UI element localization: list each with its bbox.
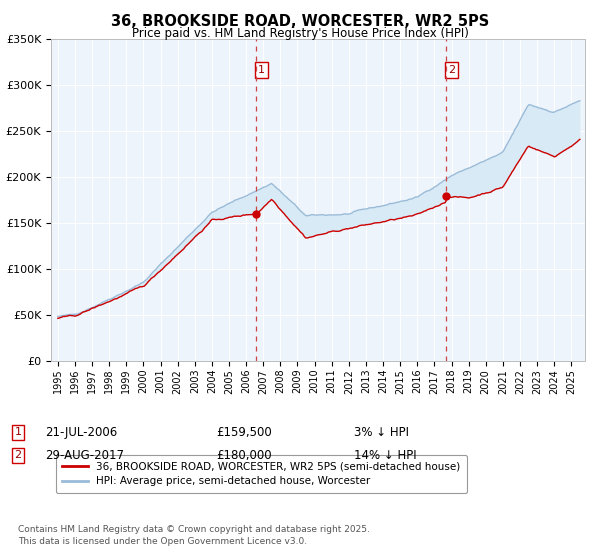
Text: 1: 1 [258, 65, 265, 75]
Text: 29-AUG-2017: 29-AUG-2017 [45, 449, 124, 462]
Text: £159,500: £159,500 [216, 426, 272, 439]
Text: 2: 2 [14, 450, 22, 460]
Text: 36, BROOKSIDE ROAD, WORCESTER, WR2 5PS: 36, BROOKSIDE ROAD, WORCESTER, WR2 5PS [111, 14, 489, 29]
Text: 2: 2 [448, 65, 455, 75]
Legend: 36, BROOKSIDE ROAD, WORCESTER, WR2 5PS (semi-detached house), HPI: Average price: 36, BROOKSIDE ROAD, WORCESTER, WR2 5PS (… [56, 455, 467, 493]
Text: Price paid vs. HM Land Registry's House Price Index (HPI): Price paid vs. HM Land Registry's House … [131, 27, 469, 40]
Text: £180,000: £180,000 [216, 449, 272, 462]
Text: 14% ↓ HPI: 14% ↓ HPI [354, 449, 416, 462]
Text: Contains HM Land Registry data © Crown copyright and database right 2025.
This d: Contains HM Land Registry data © Crown c… [18, 525, 370, 546]
Text: 1: 1 [14, 427, 22, 437]
Text: 21-JUL-2006: 21-JUL-2006 [45, 426, 117, 439]
Text: 3% ↓ HPI: 3% ↓ HPI [354, 426, 409, 439]
